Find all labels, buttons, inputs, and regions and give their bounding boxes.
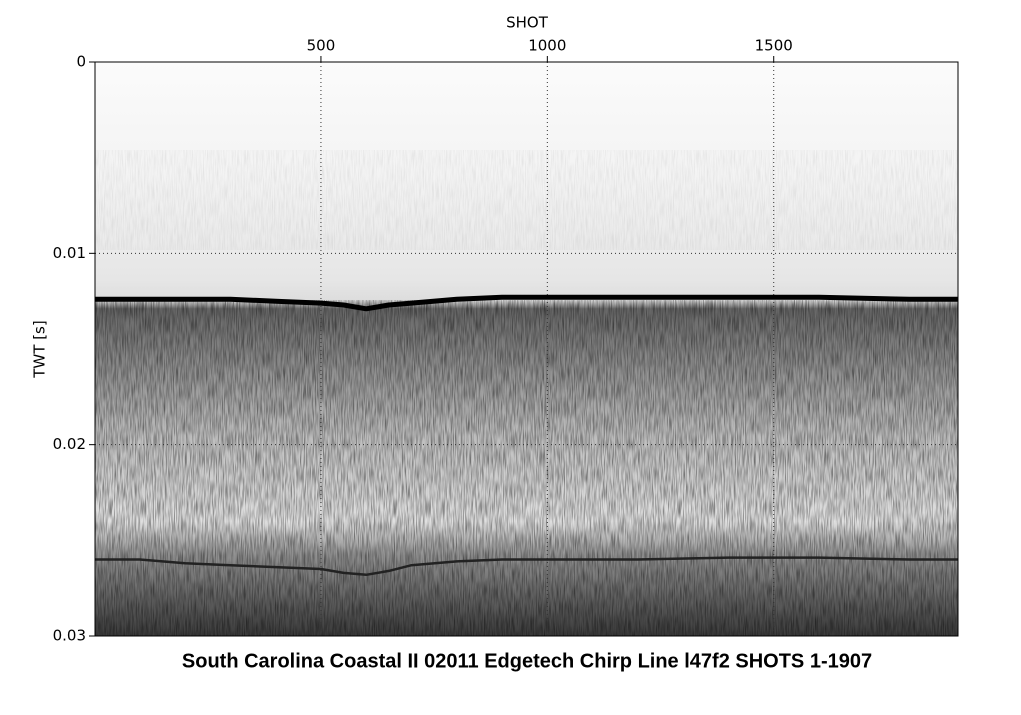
plot-area [95,61,958,637]
y-axis-label: TWT [s] [31,320,49,378]
x-tick-label: 500 [307,37,336,55]
y-tick-label: 0.02 [53,435,86,453]
reflector [95,556,958,577]
x-tick-label: 1000 [528,37,566,55]
section-image [95,62,958,636]
reflector [95,294,958,312]
y-tick-label: 0.01 [53,244,86,262]
x-tick-label: 1500 [755,37,793,55]
y-tick-label: 0 [76,53,86,71]
plot-frame [94,61,959,637]
x-axis-label: SHOT [506,14,549,32]
y-tick-label: 0.03 [53,627,86,645]
chart-title: South Carolina Coastal II 02011 Edgetech… [182,650,872,672]
